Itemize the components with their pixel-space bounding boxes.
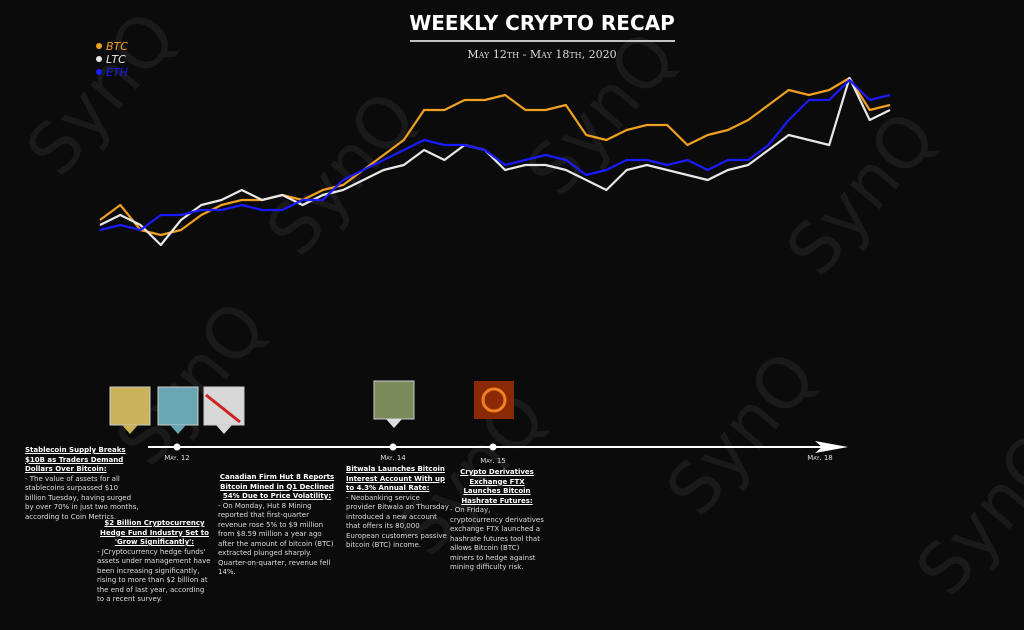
date-label: May. 15 [480, 457, 505, 465]
watermark: SynQ [900, 416, 1024, 611]
watermark: SynQ [770, 96, 952, 291]
watermark: SynQ [650, 336, 832, 531]
date-label: May. 18 [807, 454, 832, 462]
series-line [99, 76, 891, 247]
date-label: May. 14 [380, 454, 406, 462]
timeline-dot [389, 443, 397, 451]
article-title: Stablecoin Supply Breaks $10B as Traders… [25, 446, 126, 473]
article-body: - The value of assets for all stablecoin… [25, 474, 139, 521]
title: WEEKLY CRYPTO RECAP [409, 11, 675, 35]
timeline-dot [173, 443, 181, 451]
article-title: $2 Billion Cryptocurrency Hedge Fund Ind… [100, 519, 209, 546]
timeline-arrow [815, 441, 848, 453]
watermark: SynQ [510, 16, 692, 211]
date-label: May. 12 [164, 454, 189, 462]
article-body: - On Friday, cryptocurrency derivatives … [450, 506, 544, 571]
legend-marker [96, 69, 102, 75]
timeline-dot [489, 443, 497, 451]
legend-marker [96, 43, 102, 49]
article-title: Canadian Firm Hut 8 Reports Bitcoin Mine… [219, 473, 335, 500]
legend-marker [96, 56, 102, 62]
article: Canadian Firm Hut 8 Reports Bitcoin Mine… [218, 473, 336, 578]
legend-label: LTC [106, 53, 126, 66]
legend-label: ETH [106, 66, 128, 79]
article: $2 Billion Cryptocurrency Hedge Fund Ind… [97, 519, 212, 605]
article: Stablecoin Supply Breaks $10B as Traders… [25, 446, 140, 522]
subtitle: May 12th - May 18th, 2020 [467, 48, 616, 61]
series-line [99, 76, 891, 237]
news-icon [109, 380, 514, 434]
article: Crypto Derivatives Exchange FTX Launches… [450, 468, 544, 573]
article-title: Crypto Derivatives Exchange FTX Launches… [460, 468, 534, 505]
article-body: - JCryptocurrency hedge funds' assets un… [97, 547, 211, 604]
watermark: SynQ [10, 0, 192, 191]
legend-label: BTC [106, 40, 128, 53]
article-body: - On Monday, Hut 8 Mining reported that … [218, 501, 334, 577]
watermark: SynQ [250, 76, 432, 271]
article-title: Bitwala Launches Bitcoin Interest Accoun… [346, 465, 445, 492]
series-line [99, 78, 891, 232]
article-body: - Neobanking service provider Bitwala on… [346, 493, 449, 550]
article: Bitwala Launches Bitcoin Interest Accoun… [346, 465, 450, 551]
